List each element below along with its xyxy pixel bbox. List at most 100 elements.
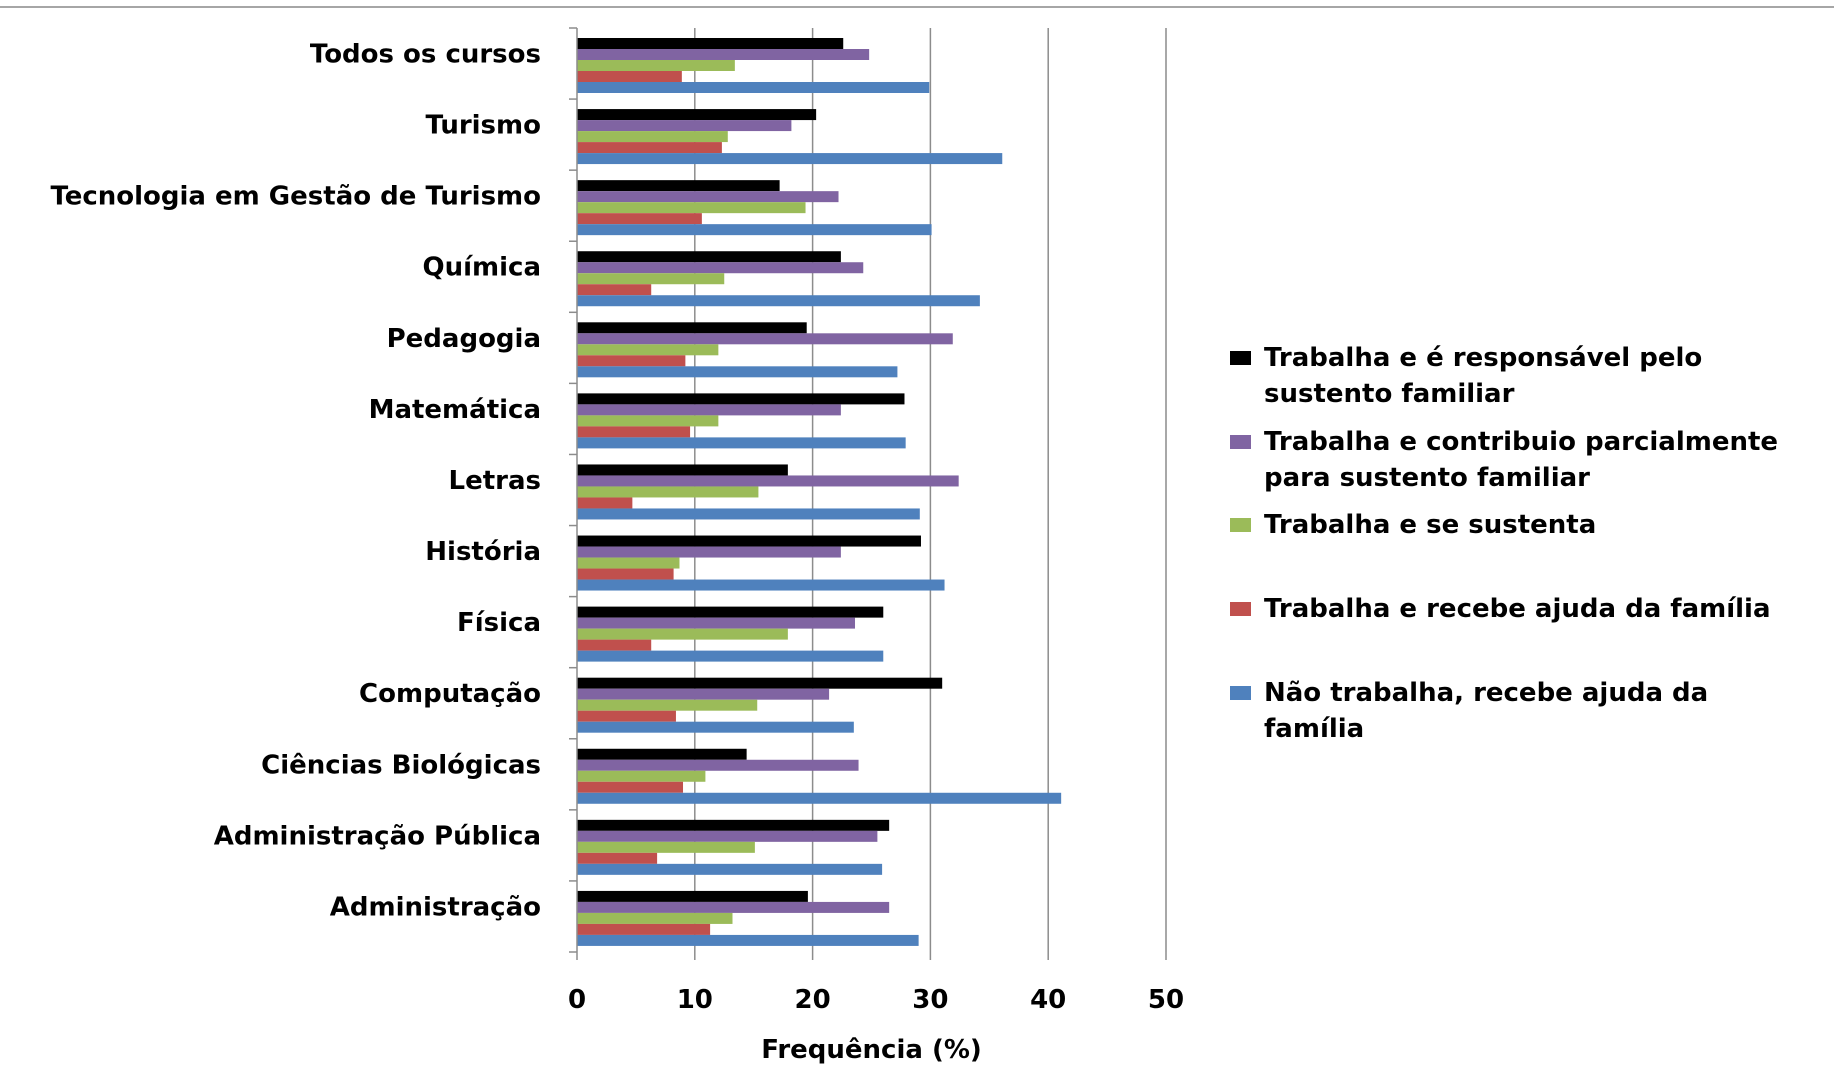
category-label: Turismo <box>425 111 541 141</box>
bar-4-6 <box>577 426 691 438</box>
bar-2-13 <box>577 901 890 913</box>
bar-5-3 <box>577 224 932 236</box>
bar-4-10 <box>577 710 676 722</box>
x-axis-title: Frequência (%) <box>761 1035 982 1065</box>
bar-3-6 <box>577 415 719 427</box>
legend-swatch-2 <box>1230 435 1251 449</box>
legend: Trabalha e é responsável pelo sustento fa… <box>1230 343 1778 744</box>
bar-5-4 <box>577 295 980 307</box>
legend-swatch-3 <box>1230 518 1251 532</box>
legend-label-2: Trabalha e contribuio parcialmente <box>1264 427 1778 457</box>
category-label: Tecnologia em Gestão de Turismo <box>50 182 541 212</box>
bar-4-2 <box>577 142 722 154</box>
bar-3-9 <box>577 628 788 640</box>
bar-5-2 <box>577 153 1003 165</box>
x-tick-label: 20 <box>795 985 831 1015</box>
bar-3-8 <box>577 557 680 569</box>
legend-swatch-1 <box>1230 351 1251 365</box>
bar-2-6 <box>577 404 841 416</box>
category-label: Letras <box>449 466 541 496</box>
bar-1-2 <box>577 109 817 121</box>
x-tick-label: 50 <box>1148 985 1184 1015</box>
bar-5-7 <box>577 508 920 520</box>
bar-1-1 <box>577 38 844 49</box>
bar-3-7 <box>577 486 759 498</box>
bar-3-10 <box>577 699 758 711</box>
category-label: História <box>425 537 541 567</box>
legend-label-5: família <box>1264 714 1364 744</box>
x-tick-label: 0 <box>568 985 586 1015</box>
x-tick-label: 10 <box>677 985 713 1015</box>
bar-2-8 <box>577 546 841 558</box>
bar-2-2 <box>577 120 792 132</box>
bar-5-10 <box>577 721 854 733</box>
legend-label-5: Não trabalha, recebe ajuda da <box>1264 678 1708 708</box>
bar-2-7 <box>577 475 959 487</box>
bar-2-9 <box>577 617 856 629</box>
bar-2-1 <box>577 49 870 60</box>
bar-5-1 <box>577 82 930 93</box>
bar-3-2 <box>577 131 728 143</box>
category-label: Administração <box>330 892 541 922</box>
gridlines <box>694 28 1167 952</box>
legend-label-3: Trabalha e se sustenta <box>1264 510 1596 540</box>
bar-4-1 <box>577 71 682 82</box>
bar-4-7 <box>577 497 633 509</box>
bar-3-5 <box>577 344 719 356</box>
category-label: Física <box>457 608 541 638</box>
bar-1-10 <box>577 677 943 689</box>
bar-1-9 <box>577 606 884 618</box>
bar-1-5 <box>577 322 807 334</box>
legend-label-4: Trabalha e recebe ajuda da família <box>1264 594 1771 624</box>
bar-5-6 <box>577 437 906 449</box>
bar-3-12 <box>577 841 755 853</box>
bar-3-11 <box>577 770 706 782</box>
bar-1-11 <box>577 748 747 760</box>
bar-4-12 <box>577 852 658 864</box>
bar-5-12 <box>577 863 883 875</box>
bar-2-12 <box>577 830 878 842</box>
legend-swatch-4 <box>1230 602 1251 616</box>
bar-5-5 <box>577 366 898 378</box>
bar-3-1 <box>577 60 735 71</box>
x-tick-labels: 0 10 20 30 40 50 <box>568 985 1184 1015</box>
x-tick-label: 40 <box>1030 985 1066 1015</box>
bar-1-12 <box>577 819 890 831</box>
bar-1-8 <box>577 535 921 547</box>
bar-2-5 <box>577 333 953 345</box>
bar-4-4 <box>577 284 652 296</box>
legend-label-1: sustento familiar <box>1264 379 1515 409</box>
bar-4-11 <box>577 781 684 793</box>
bar-4-5 <box>577 355 686 367</box>
bar-3-3 <box>577 202 806 214</box>
bar-5-8 <box>577 579 945 591</box>
legend-label-2: para sustento familiar <box>1264 463 1590 493</box>
category-label: Administração Pública <box>214 821 541 851</box>
category-label: Química <box>423 253 542 283</box>
bar-4-8 <box>577 568 674 580</box>
category-label: Ciências Biológicas <box>261 750 541 780</box>
x-tick-label: 30 <box>912 985 948 1015</box>
category-label: Pedagogia <box>387 324 541 354</box>
bar-4-13 <box>577 923 711 935</box>
bar-2-10 <box>577 688 830 700</box>
bar-3-4 <box>577 273 725 285</box>
bar-5-11 <box>577 792 1062 804</box>
bar-2-11 <box>577 759 859 771</box>
bar-1-4 <box>577 251 841 263</box>
category-labels: Todos os cursos Turismo Tecnologia em Gest… <box>50 40 541 923</box>
bar-2-4 <box>577 262 864 274</box>
category-label: Todos os cursos <box>310 40 541 70</box>
bar-5-9 <box>577 650 884 662</box>
bars <box>577 38 1062 946</box>
bar-1-13 <box>577 890 808 902</box>
bar-1-6 <box>577 393 905 405</box>
legend-swatch-5 <box>1230 686 1251 700</box>
bar-3-13 <box>577 912 733 924</box>
bar-5-13 <box>577 934 919 946</box>
bar-2-3 <box>577 191 839 203</box>
category-label: Matemática <box>369 395 541 425</box>
bar-4-9 <box>577 639 652 651</box>
category-label: Computação <box>359 679 541 709</box>
